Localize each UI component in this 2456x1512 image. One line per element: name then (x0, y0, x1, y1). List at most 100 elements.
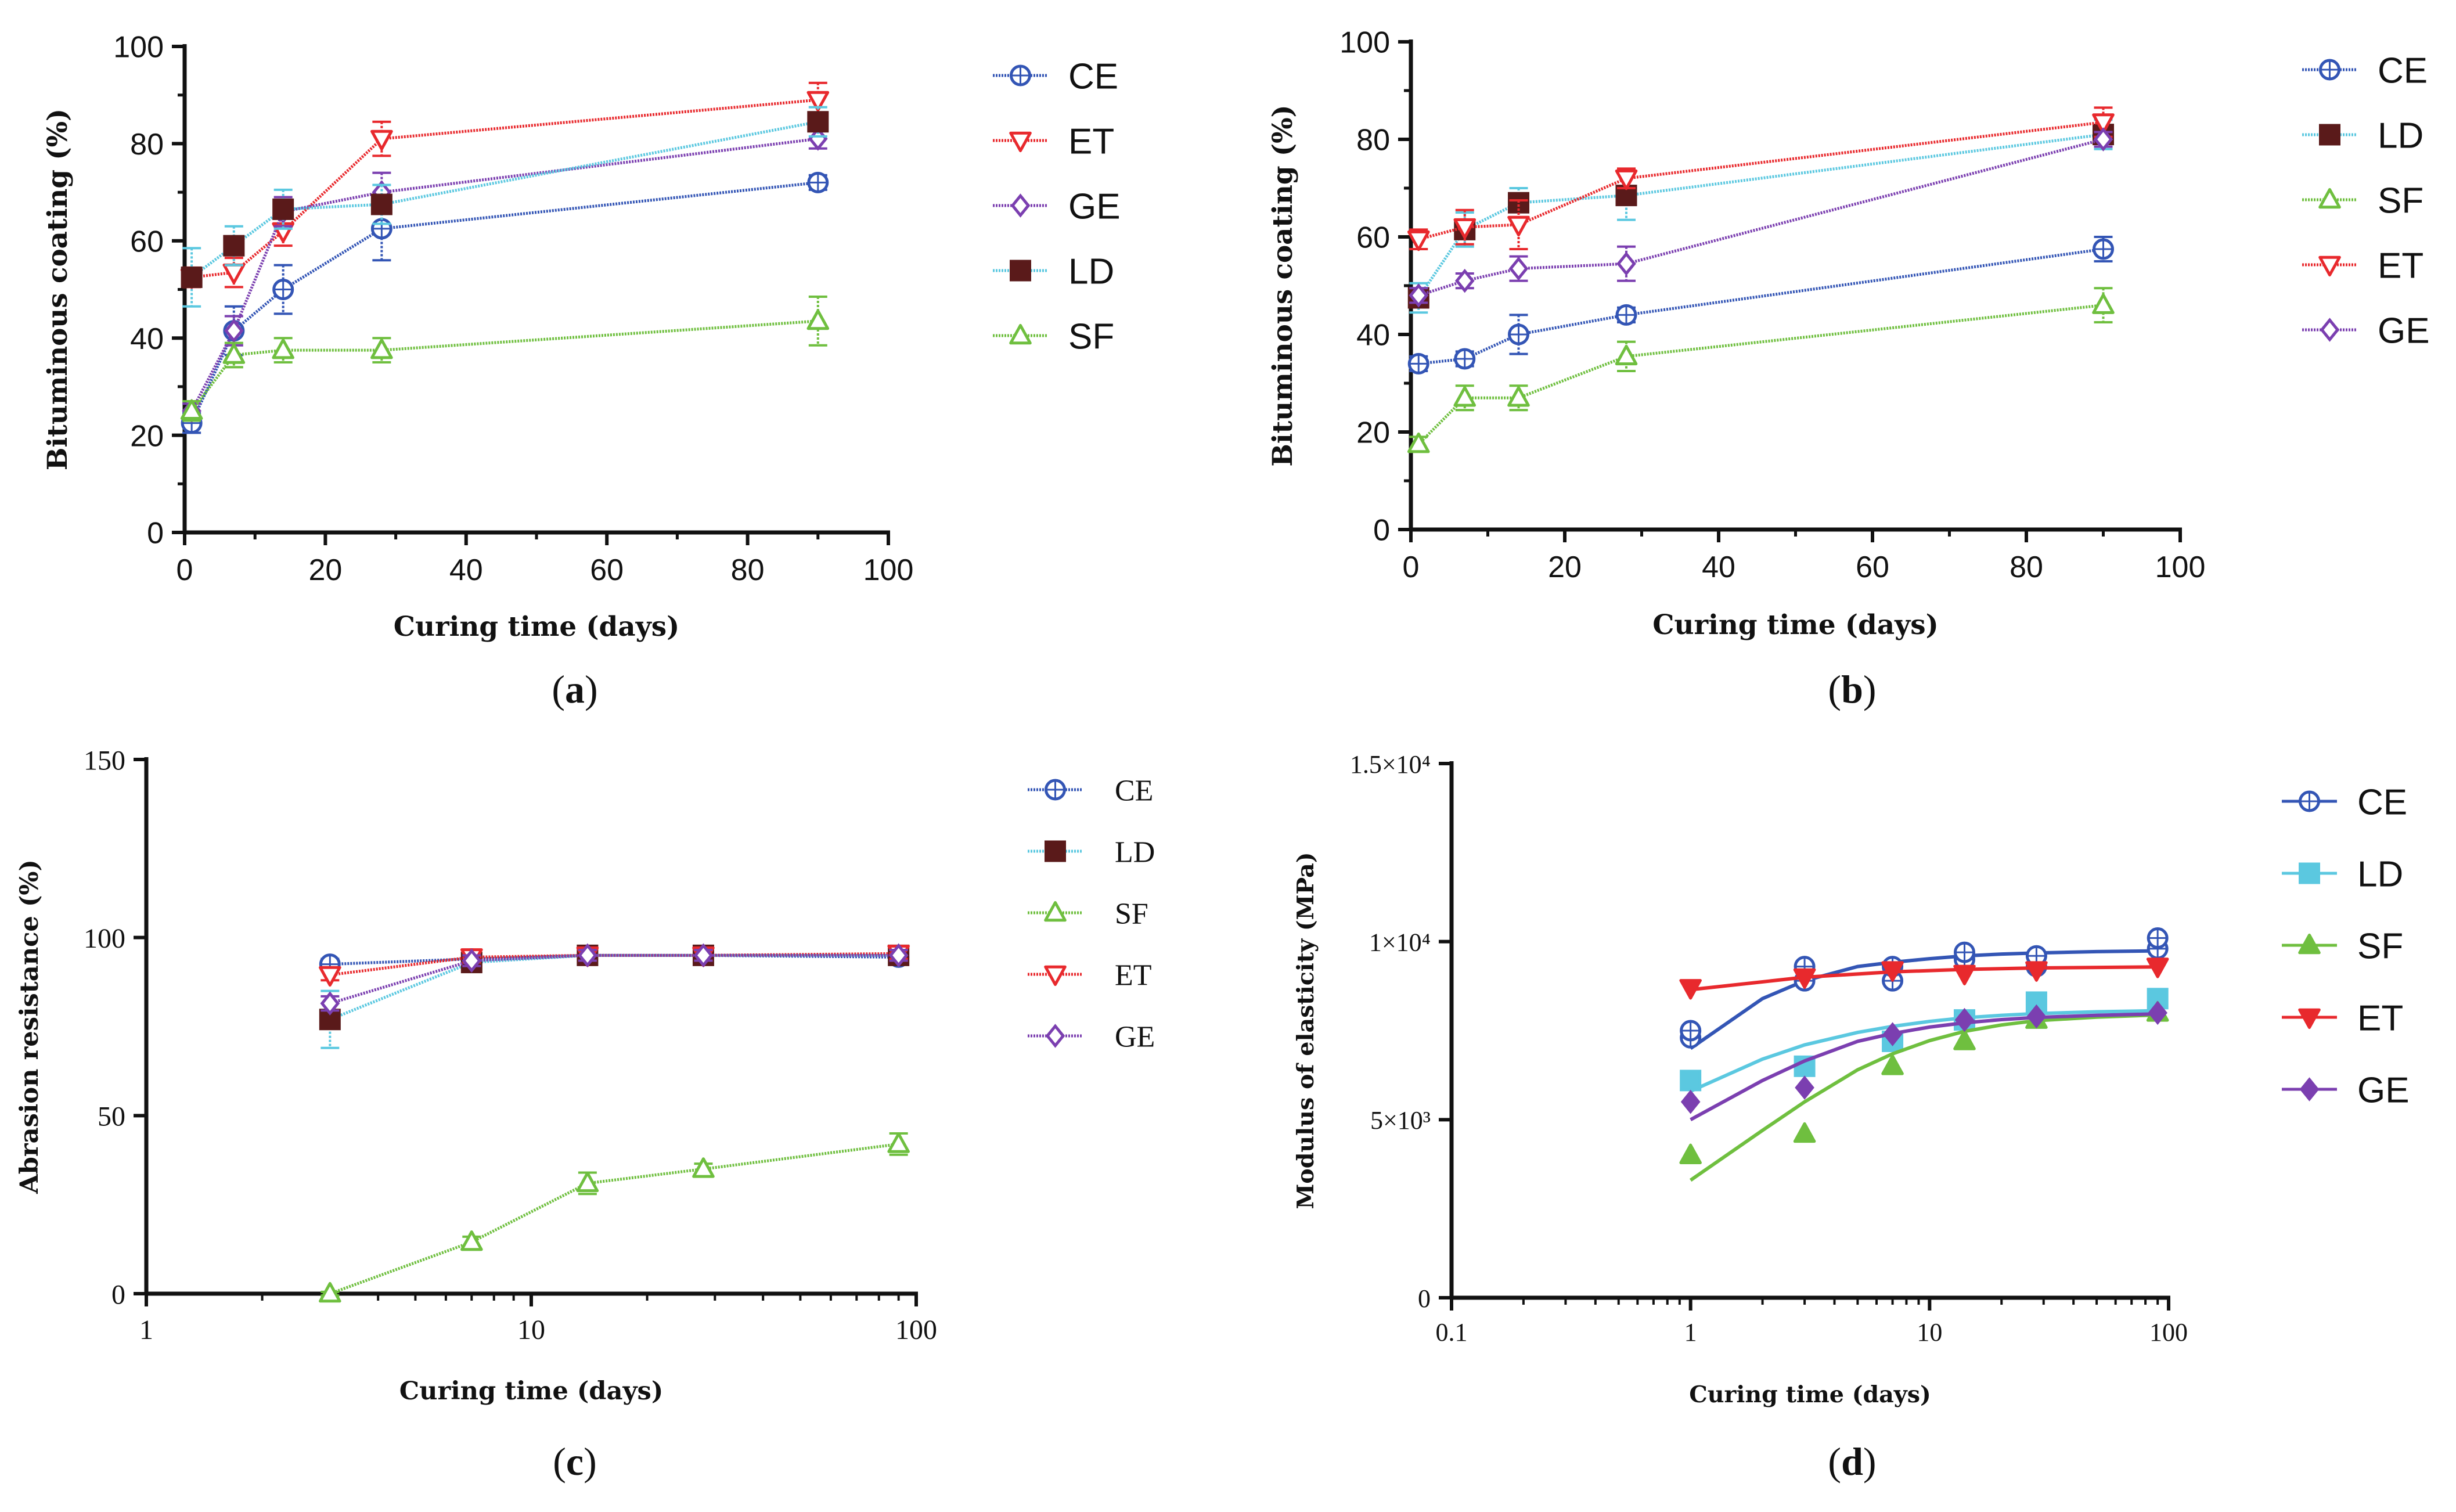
x-tick-label: 100 (2149, 1318, 2188, 1347)
x-tick-label: 0 (177, 553, 193, 587)
series-CE (319, 944, 910, 975)
data-point-GE (888, 943, 909, 968)
y-tick-label: 100 (1339, 26, 1390, 60)
legend-label-GE: GE (1068, 186, 1121, 226)
x-tick-label: 10 (1917, 1318, 1942, 1347)
legend-label-LD: LD (2378, 116, 2423, 156)
x-tick-label: 100 (863, 553, 914, 587)
data-point-GE (1882, 1022, 1903, 1046)
data-point-ET (1407, 230, 1430, 251)
y-tick-label: 60 (1356, 221, 1390, 255)
data-point-LD (181, 267, 203, 289)
data-point-GE (1616, 251, 1636, 276)
legend: CE LD SF ET GE (2282, 782, 2410, 1110)
x-tick-label: 80 (2010, 550, 2043, 584)
panel-caption: (c) (553, 1439, 597, 1484)
x-axis-title: Curing time (days) (394, 611, 680, 643)
data-point-GE (2148, 1000, 2167, 1025)
caption-close: ) (1863, 1439, 1877, 1484)
data-point-SF (460, 1230, 483, 1251)
series-CE (1407, 236, 2114, 375)
series-SF (1679, 1001, 2169, 1182)
fit-curve-GE (1690, 1012, 2158, 1121)
series-ET (180, 81, 830, 289)
data-point-GE (1795, 1075, 1814, 1100)
data-point-SF (1615, 344, 1638, 366)
legend-label-GE: GE (2378, 311, 2430, 351)
legend-marker-LD (2299, 862, 2320, 884)
series-ET (1407, 106, 2115, 251)
series-GE (182, 127, 828, 423)
y-tick-label: 20 (1356, 416, 1390, 450)
y-tick-label: 1.5×10⁴ (1350, 750, 1431, 779)
legend-marker-GE (2320, 318, 2340, 342)
data-point-GE (1680, 1089, 1701, 1114)
x-tick-label: 80 (731, 553, 765, 587)
legend-marker-GE (1010, 193, 1031, 218)
panel-caption: (d) (1828, 1439, 1876, 1484)
data-point-SF (222, 343, 246, 364)
data-point-GE (1409, 283, 1429, 308)
data-point-ET (806, 91, 830, 112)
data-point-LD (1680, 1070, 1702, 1092)
series-line-GE (1418, 138, 2104, 297)
series-line-ET (191, 98, 819, 279)
legend-label-GE: GE (2357, 1070, 2410, 1110)
series-CE (1680, 927, 2169, 1050)
data-point-SF (1453, 386, 1477, 407)
y-tick-label: 40 (130, 322, 164, 356)
fit-curve-SF (1689, 1013, 2158, 1182)
x-tick-label: 20 (1548, 550, 1582, 584)
series-line-GE (329, 953, 899, 1005)
data-point-GE (320, 991, 340, 1016)
x-tick-label: 100 (895, 1315, 937, 1345)
fit-curve-LD (1690, 1009, 2158, 1093)
x-tick-label: 40 (1702, 550, 1735, 584)
x-tick-label: 10 (517, 1315, 545, 1345)
data-point-GE (2026, 1004, 2047, 1029)
y-tick-label: 0 (111, 1279, 125, 1310)
x-tick-label: 0.1 (1436, 1318, 1468, 1347)
legend-label-SF: SF (1115, 898, 1148, 931)
data-point-ET (1679, 979, 1702, 1000)
data-point-ET (2025, 961, 2048, 982)
data-point-ET (370, 129, 393, 151)
caption-close: ) (584, 1439, 597, 1484)
legend: CE LD SF ET GE (2302, 51, 2430, 351)
y-tick-label: 40 (1356, 319, 1390, 352)
y-tick-label: 20 (130, 419, 164, 453)
x-tick-label: 1 (1684, 1318, 1697, 1347)
fit-curve-CE (1689, 949, 2158, 1050)
x-axis-title: Curing time (days) (399, 1376, 664, 1406)
legend-label-SF: SF (2378, 181, 2423, 221)
data-point-ET (2146, 957, 2169, 978)
legend-label-CE: CE (1068, 56, 1118, 96)
series-SF (319, 1132, 910, 1303)
x-tick-label: 40 (449, 553, 483, 587)
data-point-ET (1793, 968, 1816, 989)
y-axis-title: Modulus of elasticity (MPa) (1292, 852, 1319, 1209)
y-tick-label: 100 (113, 31, 164, 64)
x-tick-label: 60 (590, 553, 624, 587)
series-line-SF (190, 319, 818, 412)
data-point-SF (1679, 1143, 1702, 1164)
data-point-ET (1507, 215, 1530, 237)
legend-label-SF: SF (2357, 926, 2403, 966)
y-tick-label: 50 (98, 1101, 125, 1132)
data-point-SF (1507, 386, 1530, 407)
legend-label-CE: CE (1115, 775, 1153, 808)
caption-open: ( (553, 1439, 566, 1484)
data-point-LD (223, 235, 245, 257)
y-tick-label: 150 (84, 745, 125, 776)
legend-marker-SF (1044, 901, 1067, 922)
x-axis-title: Curing time (days) (1652, 609, 1939, 641)
legend-marker-LD (1010, 260, 1031, 282)
data-point-GE (1954, 1007, 1975, 1032)
data-point-GE (693, 943, 714, 968)
caption-open: ( (552, 667, 565, 711)
data-point-GE (578, 943, 597, 968)
caption-open: ( (1828, 667, 1841, 711)
y-tick-label: 1×10⁴ (1369, 928, 1431, 957)
legend-marker-ET (1044, 965, 1067, 987)
